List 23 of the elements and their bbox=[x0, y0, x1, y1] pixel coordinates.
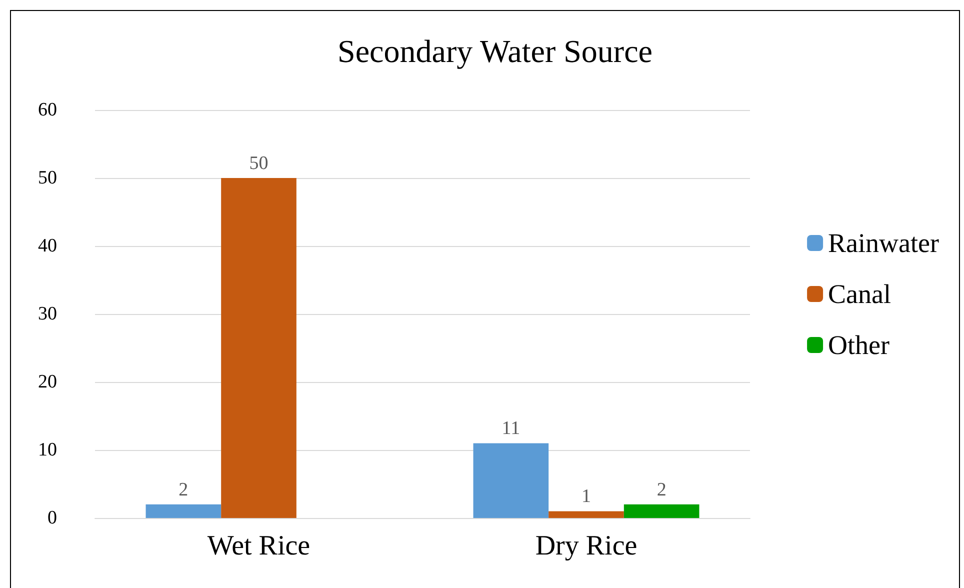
x-tick-label: Wet Rice bbox=[207, 530, 310, 562]
bar bbox=[548, 511, 624, 518]
y-tick-label: 20 bbox=[38, 372, 57, 392]
data-label: 11 bbox=[502, 418, 520, 440]
x-tick-label: Dry Rice bbox=[535, 530, 638, 562]
legend-label: Other bbox=[828, 330, 890, 360]
data-label: 1 bbox=[582, 486, 591, 508]
y-tick-label: 60 bbox=[38, 100, 57, 120]
y-tick-label: 10 bbox=[38, 440, 57, 460]
bar bbox=[146, 504, 222, 518]
y-tick-label: 50 bbox=[38, 168, 57, 188]
data-label: 2 bbox=[178, 479, 188, 500]
legend-label: Canal bbox=[828, 279, 892, 309]
y-tick-label: 0 bbox=[48, 508, 57, 528]
bar bbox=[473, 443, 549, 518]
y-tick-label: 30 bbox=[38, 304, 57, 324]
legend-label: Rainwater bbox=[828, 228, 940, 258]
bar bbox=[624, 504, 700, 518]
data-label: 2 bbox=[656, 479, 666, 500]
y-tick-label: 40 bbox=[38, 236, 57, 256]
data-label: 50 bbox=[249, 153, 268, 174]
chart-title: Secondary Water Source bbox=[338, 33, 652, 69]
bar bbox=[221, 178, 296, 518]
